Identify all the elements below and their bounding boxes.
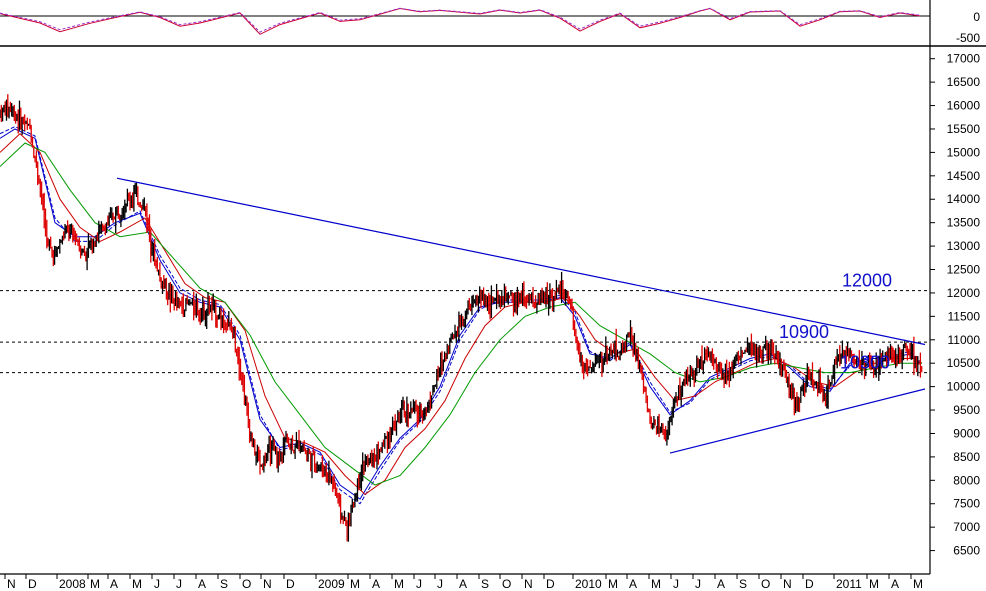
x-label-6: J: [154, 577, 160, 591]
x-label-2: 2008: [59, 577, 86, 591]
price-tick-label-13: 13000: [947, 239, 981, 253]
price-tick-label-21: 17000: [947, 52, 981, 66]
x-label-19: A: [459, 577, 467, 591]
x-label-18: J: [437, 577, 443, 591]
x-label-25: M: [608, 577, 618, 591]
x-label-15: A: [372, 577, 380, 591]
x-label-20: S: [481, 577, 489, 591]
x-label-38: M: [913, 577, 923, 591]
price-tick-label-14: 13500: [947, 216, 981, 230]
x-label-29: J: [695, 577, 701, 591]
price-tick-label-10: 11500: [948, 309, 981, 323]
x-label-4: A: [110, 577, 118, 591]
price-tick-label-15: 14000: [947, 192, 981, 206]
price-tick-label-12: 12500: [947, 263, 981, 277]
panel-frame: [0, 0, 986, 575]
x-label-26: A: [629, 577, 637, 591]
trendline-0: [116, 177, 926, 346]
x-label-10: O: [242, 577, 251, 591]
x-axis-labels: N D 2008 M A M J J A S O N D 2009 M A M J J A S O N D 2010 M A M J J A…: [4, 574, 923, 591]
price-tick-label-7: 10000: [947, 380, 981, 394]
trendline-1: [669, 388, 926, 454]
reference-label-2: 10300: [840, 353, 890, 373]
x-label-1: D: [28, 577, 37, 591]
x-label-37: A: [891, 577, 899, 591]
x-label-22: N: [524, 577, 533, 591]
moving-average-1: [0, 128, 921, 500]
x-label-33: N: [783, 577, 792, 591]
price-candles: [0, 94, 923, 542]
reference-labels: 12000 10900 10300: [779, 271, 892, 373]
price-tick-label-6: 9500: [953, 403, 980, 417]
indicator-dashed-line: [0, 7, 921, 33]
price-tick-label-1: 7000: [953, 520, 980, 534]
moving-average-4: [0, 142, 922, 486]
price-tick-label-18: 15500: [947, 122, 981, 136]
x-label-21: O: [502, 577, 511, 591]
x-label-36: M: [869, 577, 879, 591]
indicator-panel: 0 -500: [0, 7, 980, 45]
x-label-0: N: [7, 577, 16, 591]
x-label-9: S: [220, 577, 228, 591]
x-label-24: 2010: [575, 577, 602, 591]
reference-label-0: 12000: [842, 271, 892, 291]
x-label-23: D: [546, 577, 555, 591]
x-label-14: M: [350, 577, 360, 591]
x-label-8: A: [198, 577, 206, 591]
price-tick-label-20: 16500: [947, 75, 981, 89]
x-label-35: 2011: [836, 577, 862, 591]
x-label-17: J: [416, 577, 422, 591]
price-tick-label-2: 7500: [953, 497, 980, 511]
x-label-27: M: [651, 577, 661, 591]
x-label-5: M: [132, 577, 142, 591]
price-tick-label-19: 16000: [947, 99, 981, 113]
indicator-tick-1: -500: [956, 31, 980, 45]
x-label-7: J: [176, 577, 182, 591]
reference-lines: [0, 290, 930, 374]
indicator-tick-0: 0: [973, 10, 980, 24]
price-axis-ticks: 6500 7000 7500 8000 8500 9000 9500 10000 10500 11…: [930, 52, 980, 558]
trendlines: [116, 177, 926, 454]
price-tick-label-11: 12000: [947, 286, 981, 300]
price-tick-label-5: 9000: [953, 426, 980, 440]
x-label-12: D: [286, 577, 295, 591]
price-tick-label-17: 15000: [947, 145, 981, 159]
x-label-31: S: [739, 577, 747, 591]
x-label-30: A: [717, 577, 725, 591]
price-tick-label-9: 11000: [948, 333, 981, 347]
x-label-32: O: [761, 577, 770, 591]
price-tick-label-8: 10500: [947, 356, 981, 370]
price-tick-label-16: 14500: [947, 169, 981, 183]
reference-label-1: 10900: [779, 322, 829, 342]
x-label-3: M: [90, 577, 100, 591]
price-tick-label-0: 6500: [953, 544, 980, 558]
x-label-11: N: [263, 577, 272, 591]
price-tick-label-4: 8500: [953, 450, 980, 464]
x-label-16: M: [394, 577, 404, 591]
price-tick-label-3: 8000: [953, 473, 980, 487]
x-label-13: 2009: [318, 577, 345, 591]
x-label-34: D: [805, 577, 814, 591]
x-label-28: J: [673, 577, 679, 591]
